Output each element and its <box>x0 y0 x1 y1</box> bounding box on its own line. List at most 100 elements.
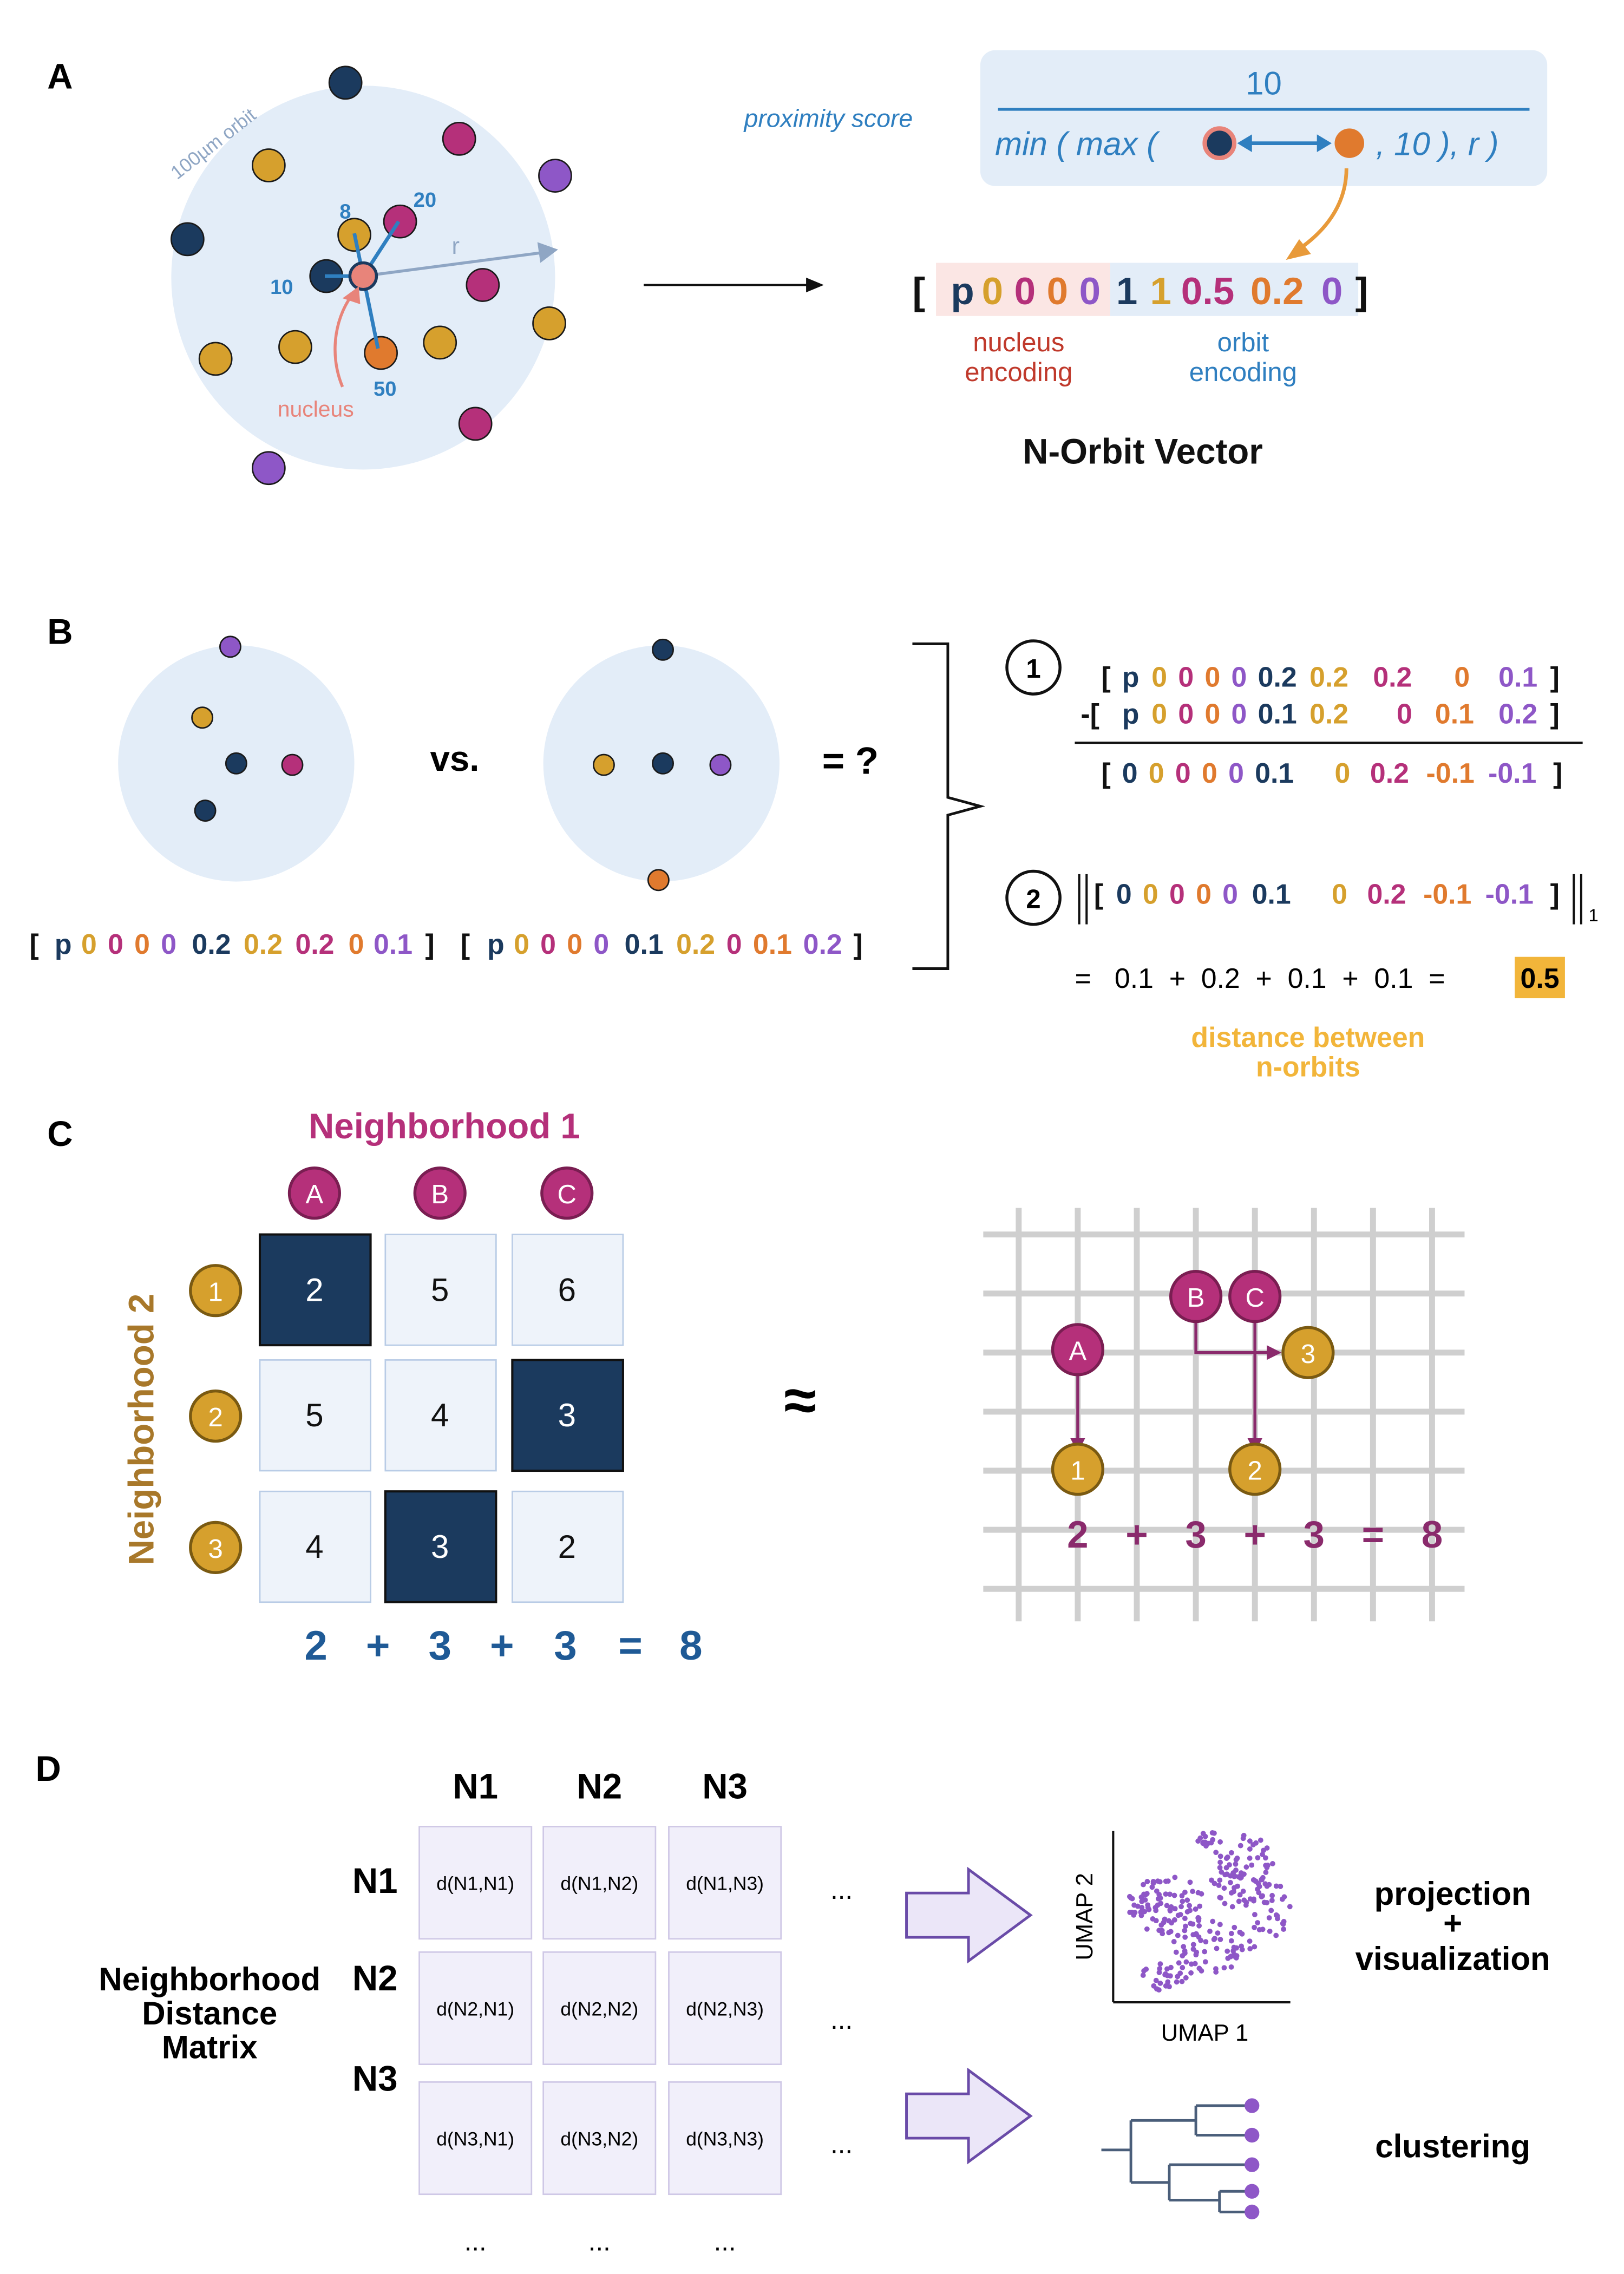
umap-point <box>1155 1896 1161 1902</box>
neighborhood-1-node <box>413 1167 467 1220</box>
grid-node <box>1281 1326 1335 1379</box>
vector-entry: [ <box>1094 878 1103 909</box>
umap-point <box>1217 1839 1223 1845</box>
a-flow-arrowhead <box>806 277 824 293</box>
radius-arrow <box>363 251 543 278</box>
vector-close: ] <box>1355 270 1368 313</box>
umap-point <box>1181 1944 1187 1950</box>
vector-entry: 0 <box>540 928 556 960</box>
umap-point <box>1230 1870 1236 1876</box>
matrix-value: 3 <box>431 1529 449 1565</box>
umap-point <box>1127 1910 1133 1915</box>
umap-point <box>1268 1908 1274 1913</box>
umap-point <box>1232 1924 1237 1930</box>
umap-point <box>1157 1965 1163 1971</box>
umap-x-label: UMAP 1 <box>1161 2020 1249 2046</box>
umap-point <box>1164 1966 1170 1972</box>
result-highlight <box>1515 956 1565 999</box>
umap-point <box>1157 1961 1163 1967</box>
vector-entry: 0 <box>1047 270 1068 313</box>
neighborhood-1-node <box>540 1167 594 1220</box>
vector-entry: 0.2 <box>1309 698 1348 730</box>
cell-magenta <box>281 753 304 776</box>
umap-point <box>1163 1983 1169 1989</box>
projection-line1: projection <box>1374 1876 1531 1912</box>
umap-point <box>1156 1970 1162 1975</box>
umap-point <box>1168 1929 1174 1935</box>
vector-entry: 0 <box>1178 698 1194 730</box>
grid-node-label: B <box>1187 1283 1205 1313</box>
cell-purple <box>251 451 286 486</box>
nucleus-pointer <box>333 291 356 388</box>
orbit-1-vector: [p 0 0 0 0 0.2 0.2 0.2 0 0.1] <box>30 928 435 960</box>
umap-point <box>1273 1932 1279 1938</box>
umap-point <box>1267 1928 1273 1934</box>
vector-entry: [ <box>1102 661 1111 692</box>
umap-point <box>1264 1845 1270 1851</box>
matrix-cell <box>511 1490 624 1603</box>
grid-sum-token: + <box>1243 1513 1266 1556</box>
vector-entry: 0.2 <box>1258 661 1297 692</box>
umap-point <box>1207 1928 1213 1934</box>
umap-point <box>1196 1923 1202 1929</box>
distance-value: d(N3,N3) <box>686 2128 764 2150</box>
grid-node <box>1051 1443 1104 1496</box>
matrix-value: 5 <box>431 1272 449 1308</box>
formula-box <box>980 50 1548 186</box>
clustering-label: clustering <box>1375 2128 1530 2164</box>
equals-question: = ? <box>822 739 879 782</box>
vector-entry: 0 <box>161 928 176 960</box>
umap-point <box>1280 1921 1286 1927</box>
neighborhood-2-node <box>189 1521 243 1574</box>
umap-point <box>1218 1895 1223 1901</box>
ellipsis: ... <box>714 2227 736 2256</box>
umap-point <box>1173 1949 1179 1955</box>
node-label: 1 <box>208 1277 223 1307</box>
umap-point <box>1153 1908 1159 1913</box>
umap-point <box>1140 1972 1146 1978</box>
vector-entry: 0 <box>1204 698 1220 730</box>
vector-entry: 0 <box>1204 661 1220 692</box>
vector-entry: 0 <box>1122 757 1138 789</box>
vector-entry: 0.1 <box>374 928 412 960</box>
umap-point <box>1212 1936 1217 1942</box>
umap-point <box>1255 1855 1261 1860</box>
umap-point <box>1281 1926 1286 1932</box>
node-label: A <box>306 1180 324 1209</box>
umap-point <box>1150 1879 1156 1884</box>
umap-point <box>1177 1970 1183 1976</box>
sum-token: 8 <box>679 1623 702 1669</box>
umap-point <box>1139 1898 1145 1904</box>
umap-point <box>1142 1909 1148 1915</box>
nucleus-label: nucleus <box>278 396 354 421</box>
umap-y-label: UMAP 2 <box>1071 1873 1098 1961</box>
l1-sum: = 0.1 + 0.2 + 0.1 + 0.1 = <box>1075 962 1445 994</box>
neighborhood-1-node <box>287 1167 341 1220</box>
node-label: 2 <box>208 1403 223 1432</box>
grid-sum-token: 3 <box>1185 1513 1206 1556</box>
neighborhood-2-node <box>189 1264 243 1318</box>
umap-point <box>1193 1952 1199 1958</box>
umap-point <box>1160 1931 1165 1937</box>
umap-point <box>1247 1938 1253 1944</box>
vector-entry: 0.2 <box>1370 757 1409 789</box>
umap-point <box>1239 1947 1245 1952</box>
matrix-value: 6 <box>558 1272 576 1308</box>
vector-entry: 0 <box>1014 270 1036 313</box>
panel-d-label: D <box>35 1749 61 1788</box>
umap-point <box>1203 1939 1209 1945</box>
umap-point <box>1153 1918 1159 1924</box>
vector-entry: ] <box>1553 757 1562 789</box>
node-label: 3 <box>208 1535 223 1564</box>
vector-entry: 0.2 <box>192 928 231 960</box>
umap-point <box>1252 1924 1257 1930</box>
n-orbit-vector-title: N-Orbit Vector <box>1023 432 1263 471</box>
umap-point <box>1183 1959 1189 1965</box>
cell-navy <box>194 799 217 822</box>
vector-entry: ] <box>1550 698 1560 730</box>
vector-entry: ] <box>1550 878 1560 909</box>
sum-token: = <box>618 1623 643 1669</box>
umap-point <box>1202 1949 1208 1955</box>
vector-entry: 0.2 <box>1373 661 1412 692</box>
